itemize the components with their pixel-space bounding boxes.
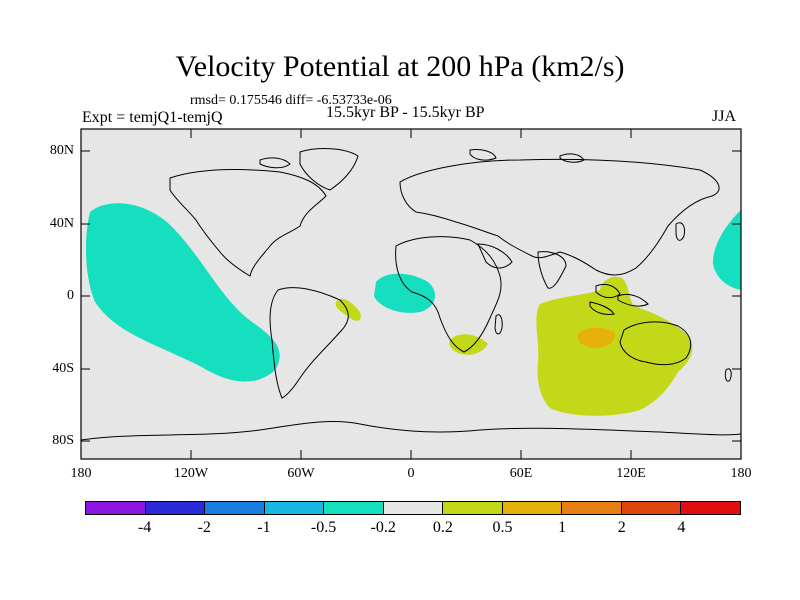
lat-label: 80N [49, 143, 74, 158]
coastlines [80, 148, 742, 441]
lon-label: 120E [616, 466, 646, 481]
colorbar-swatch [382, 501, 443, 515]
colorbar-swatch [263, 501, 324, 515]
region-positive-strong [577, 327, 616, 348]
lat-label: 80S [52, 433, 74, 448]
colorbar-label: -4 [137, 519, 152, 536]
colorbar-swatch [561, 501, 621, 515]
region-positive-brazil [335, 298, 361, 321]
colorbar-swatch [323, 501, 383, 515]
colorbar-swatch [680, 501, 742, 515]
colorbar-swatch [442, 501, 502, 515]
lon-label: 60W [287, 466, 315, 481]
colorbar-label: 4 [677, 519, 686, 536]
colorbar-label: 1 [558, 519, 567, 536]
region-negative-atlantic [374, 273, 435, 313]
region-negative-east-pacific-edge [712, 210, 741, 290]
colorbar-swatch [204, 501, 264, 515]
colorbar-swatch [620, 501, 681, 515]
season-label: JJA [712, 108, 737, 125]
colorbar [85, 501, 742, 515]
colorbar-label: 2 [617, 519, 626, 536]
colorbar-label: -0.5 [310, 519, 337, 536]
experiment-label: Expt = temjQ1-temjQ [82, 109, 223, 126]
colorbar-label: 0.5 [492, 519, 513, 536]
colorbar-swatch [144, 501, 205, 515]
colorbar-label: -2 [197, 519, 211, 536]
lon-label: 0 [407, 466, 415, 481]
colorbar-label: 0.2 [432, 519, 453, 536]
lon-label: 60E [509, 466, 533, 481]
lat-label: 0 [67, 288, 74, 303]
colorbar-label: -1 [257, 519, 271, 536]
lon-label: 120W [173, 466, 209, 481]
page-title: Velocity Potential at 200 hPa (km2/s) [175, 50, 625, 83]
stats-label: rmsd= 0.175546 diff= -6.53733e-06 [190, 93, 392, 108]
lat-label: 40S [52, 361, 74, 376]
period-label: 15.5kyr BP - 15.5kyr BP [326, 104, 485, 121]
region-positive-indian-ocean [536, 276, 693, 416]
lon-label: 180 [70, 466, 92, 481]
region-negative-pacific [85, 203, 280, 382]
lat-label: 40N [49, 216, 74, 231]
axis-ticks [80, 129, 742, 459]
colorbar-label: -0.2 [370, 519, 396, 536]
lon-label: 180 [730, 466, 752, 481]
colorbar-swatch [85, 501, 145, 515]
colorbar-swatch [501, 501, 562, 515]
